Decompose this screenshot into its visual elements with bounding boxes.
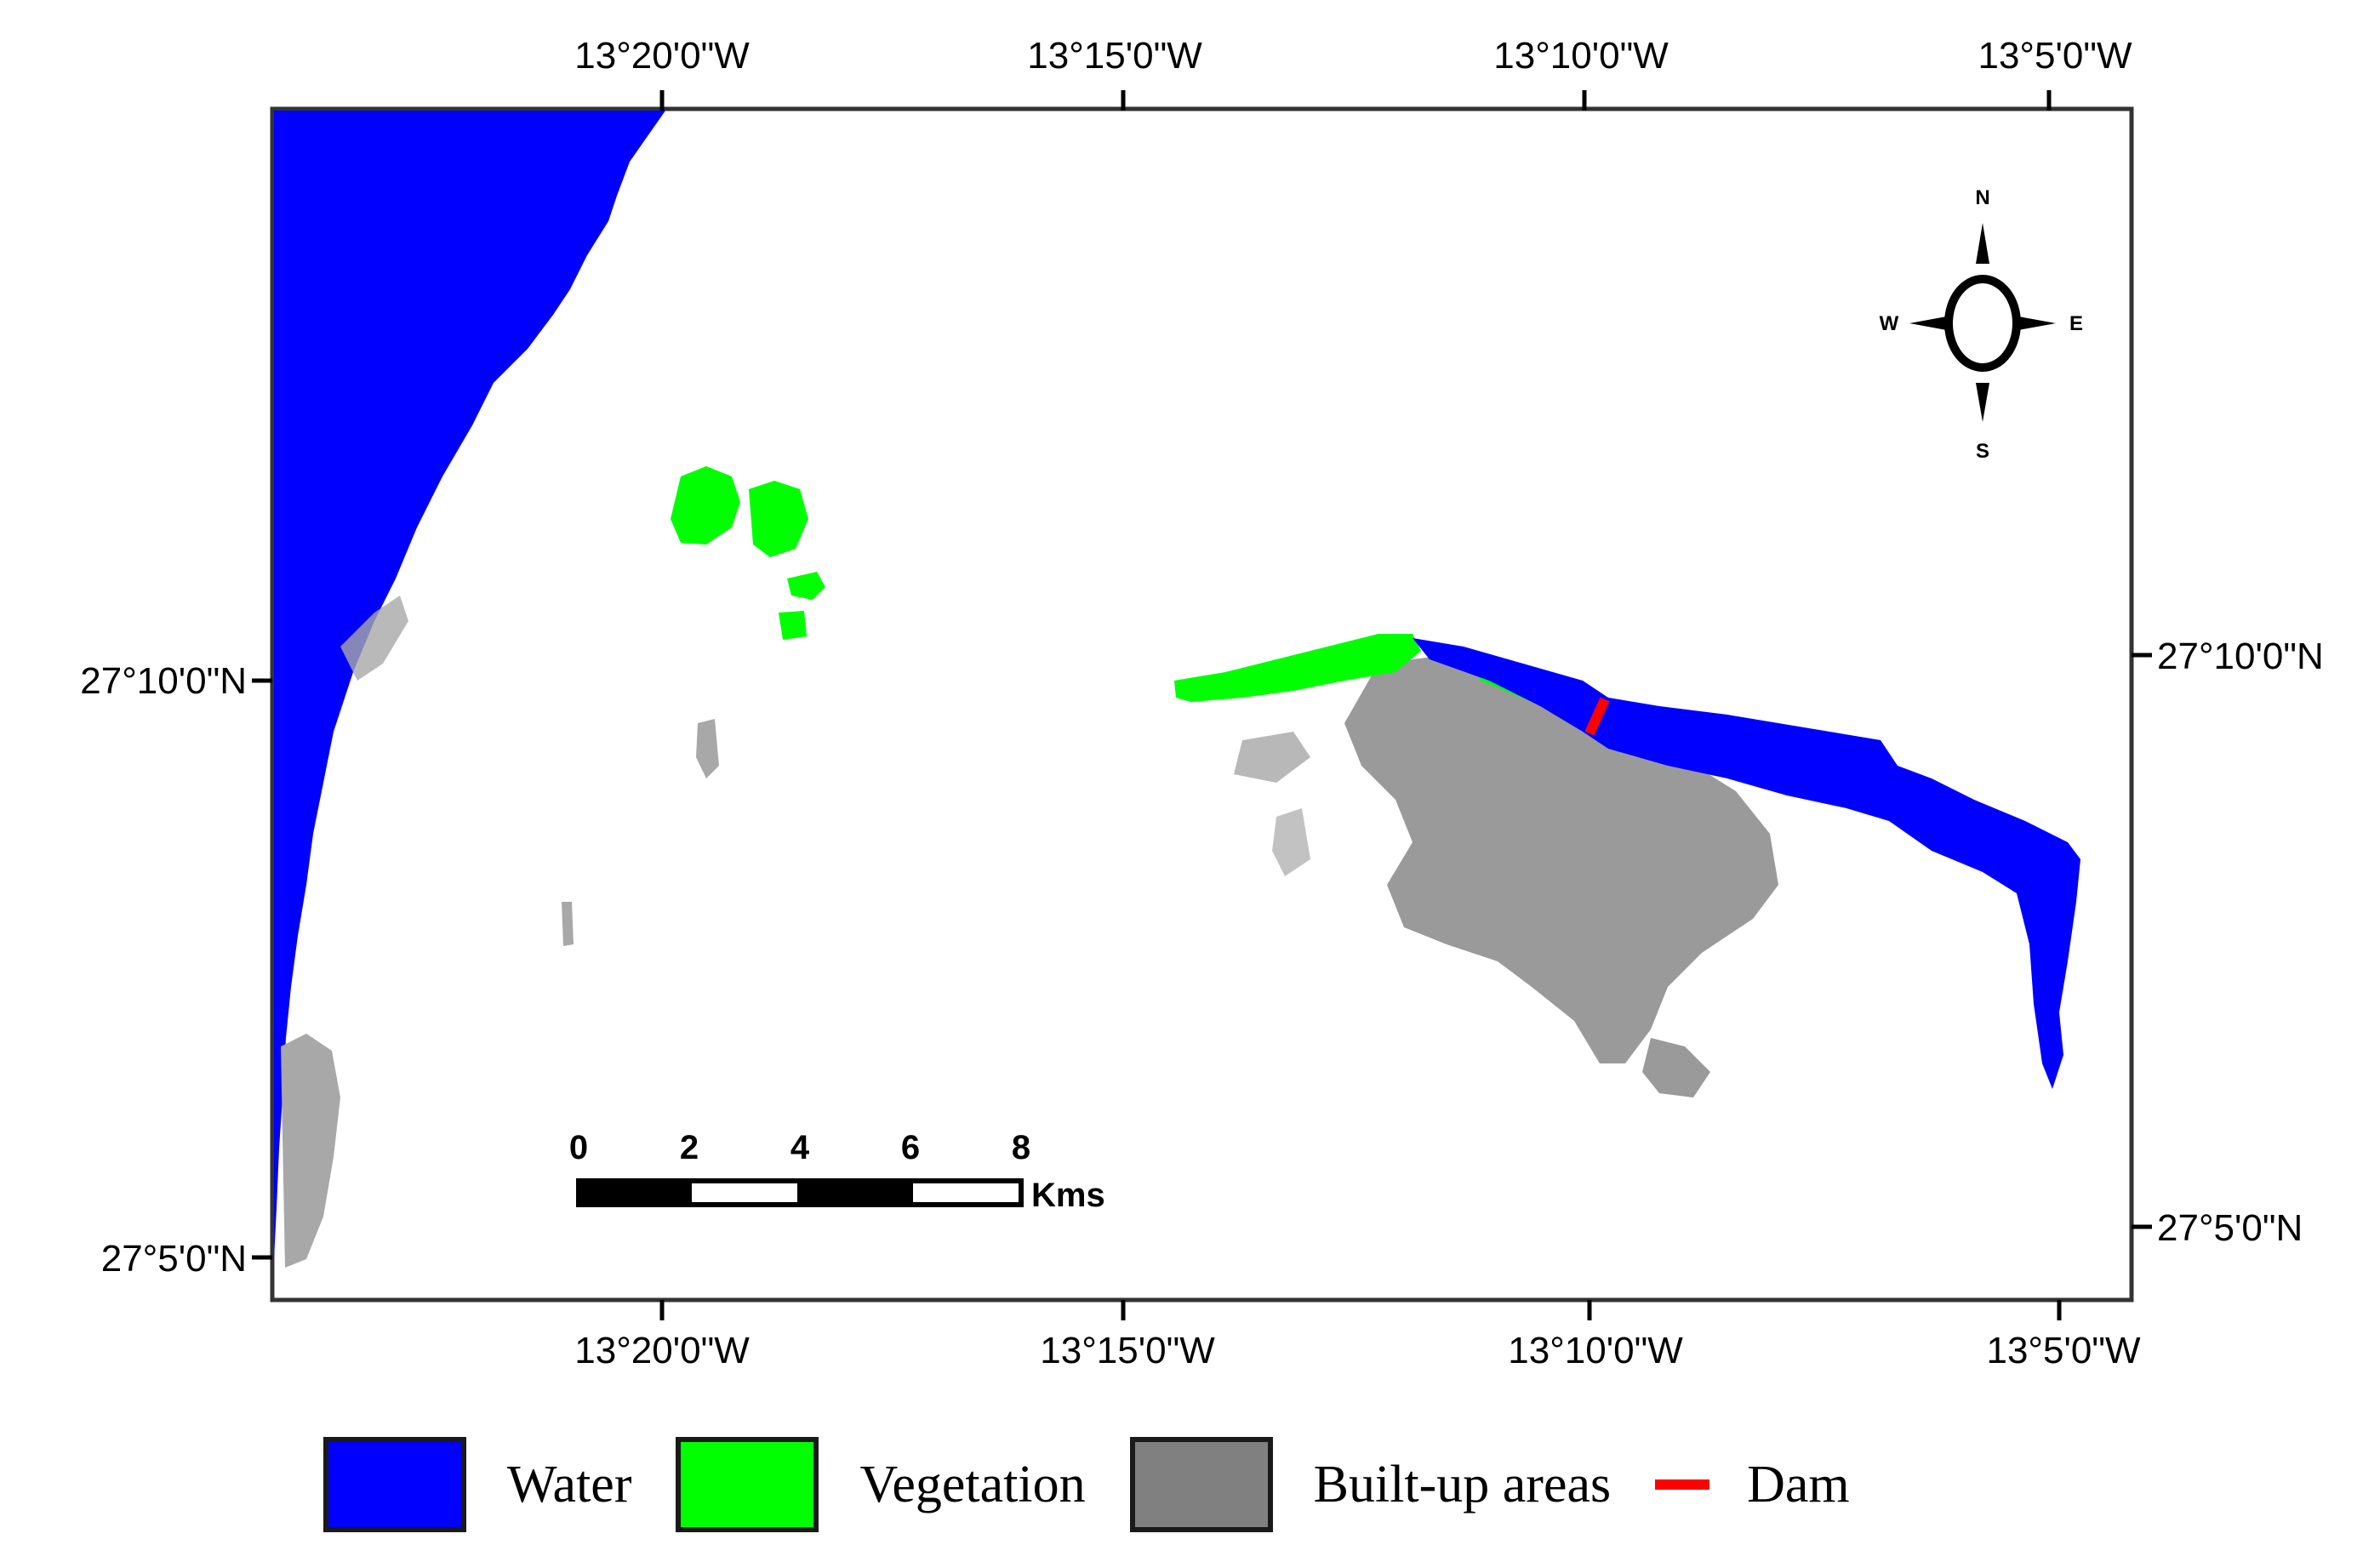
inland-vegetation bbox=[671, 466, 825, 640]
river-water bbox=[1413, 638, 2080, 1089]
bottom-longitude-label: 13°5'0"W bbox=[1986, 1330, 2140, 1371]
scale-tick-label: 4 bbox=[790, 1129, 810, 1166]
top-longitude-label: 13°15'0"W bbox=[1027, 35, 1202, 77]
legend-label: Built-up areas bbox=[1313, 1455, 1612, 1514]
legend-item-water: Water bbox=[323, 1437, 631, 1532]
left-latitude-label: 27°10'0"N bbox=[80, 660, 247, 702]
top-longitude-label: 13°20'0"W bbox=[574, 35, 750, 77]
graticule-ticks bbox=[252, 90, 2152, 1320]
scale-bar: 0 2 4 6 8 Kms bbox=[569, 1129, 1105, 1214]
compass-north-label: N bbox=[1975, 186, 1989, 209]
scale-tick-label: 2 bbox=[680, 1129, 699, 1166]
scale-tick-label: 6 bbox=[901, 1129, 920, 1166]
scale-segment bbox=[687, 1178, 802, 1207]
north-arrow: N S E W bbox=[1880, 186, 2083, 463]
dam-line-swatch bbox=[1655, 1479, 1710, 1490]
right-latitude-label: 27°5'0"N bbox=[2157, 1207, 2303, 1249]
bottom-longitude-label: 13°20'0"W bbox=[574, 1330, 750, 1371]
scale-segment bbox=[908, 1178, 1024, 1207]
top-longitude-label: 13°10'0"W bbox=[1493, 35, 1669, 77]
scale-unit-label: Kms bbox=[1031, 1177, 1105, 1214]
top-longitude-label: 13°5'0"W bbox=[1978, 35, 2132, 77]
water-swatch bbox=[323, 1437, 466, 1532]
vegetation-swatch bbox=[676, 1437, 819, 1532]
legend-label: Vegetation bbox=[859, 1455, 1086, 1514]
compass-east-label: E bbox=[2069, 312, 2083, 335]
dam-marker bbox=[1584, 697, 1610, 736]
map-frame bbox=[270, 106, 2134, 1303]
left-latitude-label: 27°5'0"N bbox=[101, 1238, 247, 1280]
bottom-longitude-label: 13°15'0"W bbox=[1040, 1330, 1215, 1371]
legend-item-dam: Dam bbox=[1655, 1455, 1850, 1515]
legend-item-built-up: Built-up areas bbox=[1129, 1437, 1612, 1532]
bottom-longitude-label: 13°10'0"W bbox=[1508, 1330, 1683, 1371]
legend-label: Dam bbox=[1747, 1455, 1850, 1514]
scale-segment bbox=[800, 1181, 910, 1205]
ocean-water bbox=[274, 111, 665, 1259]
compass-west-label: W bbox=[1880, 312, 1899, 335]
scale-tick-label: 0 bbox=[569, 1129, 588, 1166]
legend-label: Water bbox=[507, 1455, 632, 1514]
coastal-built-up bbox=[281, 596, 719, 1268]
scale-segment bbox=[579, 1181, 689, 1205]
compass-south-label: S bbox=[1976, 440, 1989, 463]
built-up-swatch bbox=[1129, 1437, 1273, 1532]
map-legend: Water Vegetation Built-up areas Dam bbox=[323, 1434, 1894, 1536]
scale-tick-label: 8 bbox=[1012, 1129, 1030, 1166]
right-latitude-label: 27°10'0"N bbox=[2157, 636, 2324, 677]
legend-item-vegetation: Vegetation bbox=[676, 1437, 1086, 1532]
